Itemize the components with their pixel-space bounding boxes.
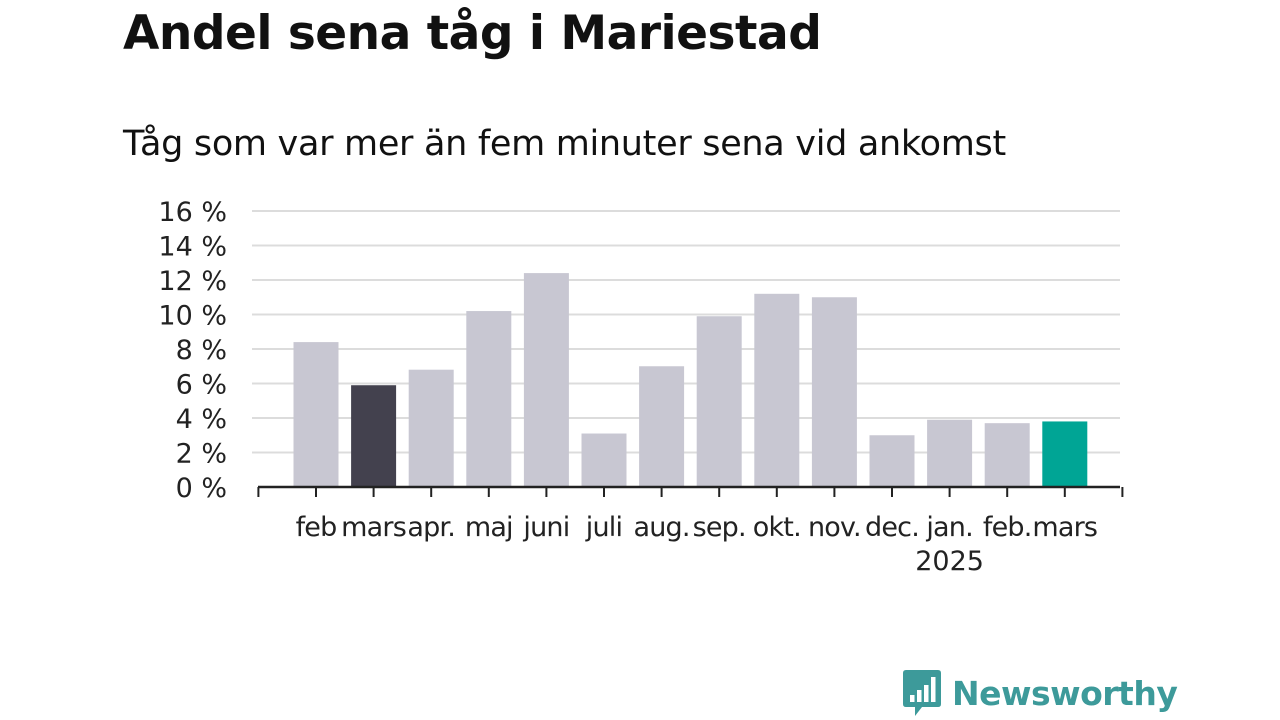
y-tick-label: 10 %: [158, 301, 227, 332]
bar-feb-0: [293, 342, 339, 487]
bar-nov-9: [811, 297, 857, 487]
x-tick-label: maj: [465, 512, 513, 543]
x-tick-label: juni: [522, 512, 569, 543]
bar-jan-11: [927, 419, 973, 487]
chart-subtitle: Tåg som var mer än fem minuter sena vid …: [123, 124, 1006, 164]
x-tick-label: sep.: [693, 512, 746, 543]
y-tick-label: 16 %: [158, 197, 227, 228]
x-tick-label: jan.: [925, 512, 973, 543]
x-tick-label: mars: [1032, 512, 1097, 543]
x-tick-label: feb.: [983, 512, 1032, 543]
x-axis: [257, 485, 1124, 497]
x-axis-tick-labels: feb mars apr. maj juni juli aug. sep. okt. nov. de…: [296, 512, 1098, 577]
x-tick-label: juli: [585, 512, 622, 543]
x-year-label: 2025: [915, 546, 984, 577]
brand-name: Newsworthy: [952, 673, 1178, 713]
chart-title: Andel sena tåg i Mariestad: [123, 6, 822, 61]
bar-okt-8: [754, 293, 800, 487]
bar-apr-2: [408, 369, 454, 487]
newsworthy-logo: Newsworthy: [902, 668, 1178, 718]
y-tick-label: 6 %: [176, 370, 227, 401]
y-tick-label: 8 %: [176, 335, 227, 366]
y-tick-label: 2 %: [176, 439, 227, 470]
grid-lines: [252, 210, 1120, 454]
bar-chart: 0 %2 %4 %6 %8 %10 %12 %14 %16 % feb mars a…: [158, 197, 1124, 577]
y-tick-label: 12 %: [158, 266, 227, 297]
x-tick-label: dec.: [865, 512, 919, 543]
bar-maj-3: [466, 311, 512, 487]
x-tick-label: aug.: [634, 512, 690, 543]
x-tick-label: apr.: [407, 512, 455, 543]
bar-aug-6: [639, 366, 685, 487]
x-tick-label: nov.: [808, 512, 861, 543]
y-tick-label: 4 %: [176, 404, 227, 435]
bar-sep-7: [696, 316, 742, 487]
x-tick-label: feb: [296, 512, 337, 543]
y-tick-label: 0 %: [176, 473, 227, 504]
bar-juni-4: [523, 273, 569, 487]
x-tick-label: mars: [341, 512, 406, 543]
bar-chart-speech-bubble-icon: [903, 670, 941, 716]
bar-juli-5: [581, 433, 627, 487]
bar-mars-1: [351, 385, 397, 487]
y-tick-label: 14 %: [158, 232, 227, 263]
bar-mars-13: [1042, 421, 1088, 487]
bar-dec-10: [869, 435, 915, 487]
x-tick-label: okt.: [753, 512, 801, 543]
bar-feb-12: [984, 423, 1030, 487]
y-axis-tick-labels: 0 %2 % 4 %6 % 8 %10 % 12 %14 % 16 %: [158, 197, 227, 504]
bars: [293, 273, 1088, 487]
